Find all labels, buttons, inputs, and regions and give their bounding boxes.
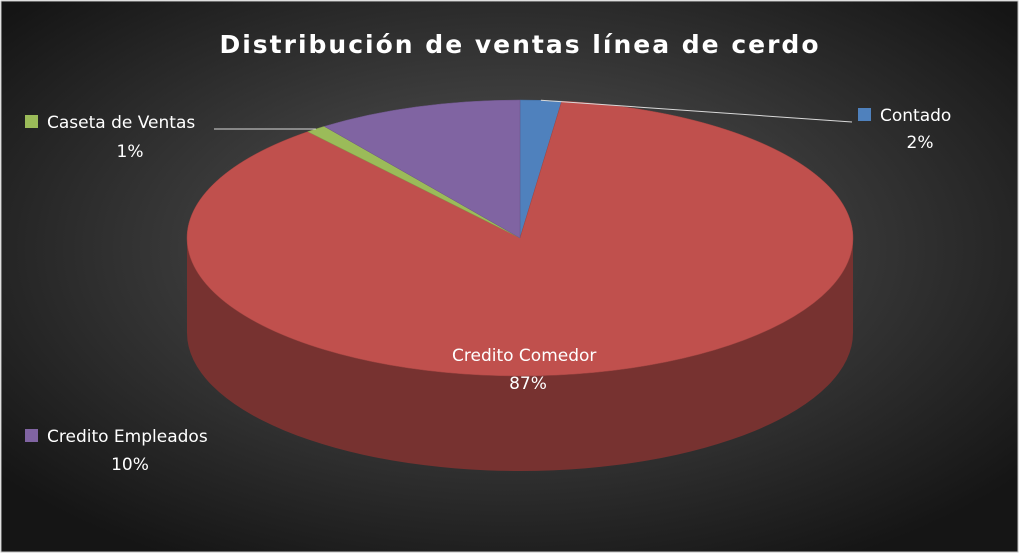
pie-side [187, 238, 853, 471]
data-label-name: Credito Comedor [452, 346, 596, 366]
data-label-name: Contado [880, 106, 951, 126]
data-label-name: Caseta de Ventas [47, 113, 195, 133]
legend-key [858, 108, 871, 121]
legend-key [25, 429, 38, 442]
chart-title: Distribución de ventas línea de cerdo [219, 30, 820, 59]
data-label-value: 1% [117, 142, 144, 162]
leader-line [540, 99, 853, 123]
pie-slice [186, 100, 854, 377]
data-label-value: 87% [509, 374, 547, 394]
pie-slice [323, 99, 521, 239]
data-label-value: 2% [907, 133, 934, 153]
data-label-value: 10% [111, 455, 149, 475]
legend-key [430, 347, 443, 360]
data-label-name: Credito Empleados [47, 427, 208, 447]
legend-key [25, 115, 38, 128]
